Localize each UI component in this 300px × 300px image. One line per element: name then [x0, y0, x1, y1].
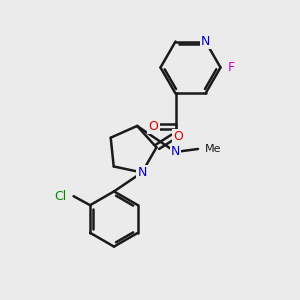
Text: Cl: Cl [55, 190, 67, 203]
Text: F: F [227, 61, 235, 74]
Text: N: N [201, 35, 210, 48]
Text: O: O [173, 130, 183, 143]
Text: Me: Me [205, 144, 221, 154]
Text: N: N [137, 166, 147, 179]
Text: N: N [171, 146, 180, 158]
Text: O: O [149, 120, 158, 133]
